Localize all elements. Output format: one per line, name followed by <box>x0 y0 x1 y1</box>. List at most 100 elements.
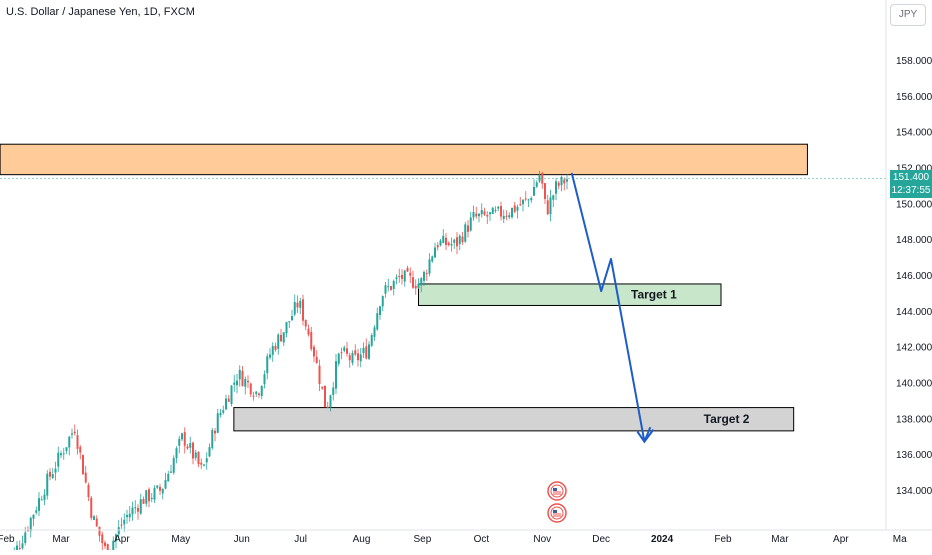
candle <box>536 180 538 188</box>
candle <box>442 229 444 243</box>
y-tick-label: 148.000 <box>896 235 932 246</box>
candle <box>445 233 447 250</box>
candle <box>126 510 128 524</box>
candle <box>173 455 175 474</box>
candle <box>401 269 403 284</box>
candle <box>250 383 252 397</box>
y-tick-label: 142.000 <box>896 343 932 354</box>
candle <box>396 274 398 284</box>
candle <box>374 325 376 341</box>
x-tick-label: Ma <box>893 534 907 545</box>
candle <box>77 429 79 454</box>
candle <box>170 465 172 473</box>
candle <box>431 255 433 262</box>
candle <box>352 350 354 365</box>
candle <box>85 466 87 484</box>
candle <box>407 266 409 272</box>
x-tick-label: Dec <box>592 534 610 545</box>
us-flag-event-icon[interactable] <box>548 504 566 522</box>
candle <box>79 445 81 459</box>
candle <box>503 210 505 223</box>
chart-title: U.S. Dollar / Japanese Yen, 1D, FXCM <box>6 6 195 18</box>
candle <box>530 196 532 203</box>
candle <box>148 487 150 507</box>
candle <box>101 532 103 550</box>
candle <box>368 341 370 360</box>
candle <box>27 526 29 532</box>
candle <box>283 332 285 346</box>
candle <box>316 350 318 364</box>
candle <box>525 191 527 201</box>
target-zone-label: Target 1 <box>631 288 677 302</box>
candle <box>38 492 40 516</box>
candle <box>225 395 227 411</box>
candle <box>68 436 70 456</box>
y-tick-label: 144.000 <box>896 307 932 318</box>
candle <box>63 448 65 460</box>
projection-arrow[interactable] <box>572 173 651 442</box>
resistance-zone[interactable] <box>0 144 807 174</box>
candle <box>269 348 271 359</box>
candle <box>178 436 180 454</box>
candle <box>107 543 109 550</box>
candle <box>464 222 466 243</box>
candle <box>382 295 384 311</box>
candle <box>495 206 497 213</box>
last-price-value: 151.400 <box>890 171 932 184</box>
x-tick-label: Nov <box>533 534 551 545</box>
candle <box>346 342 348 357</box>
candle <box>41 496 43 501</box>
bar-countdown: 12:37:55 <box>890 184 932 197</box>
candle <box>93 515 95 520</box>
candle <box>88 483 90 501</box>
candle <box>253 392 255 401</box>
candle <box>203 464 205 467</box>
candle <box>313 345 315 362</box>
events-layer[interactable] <box>548 482 566 522</box>
y-tick-label: 156.000 <box>896 92 932 103</box>
candle <box>547 195 549 215</box>
candle <box>448 241 450 246</box>
candle <box>192 442 194 465</box>
candle <box>434 243 436 258</box>
candle <box>415 279 417 294</box>
candle <box>506 210 508 220</box>
candle <box>286 322 288 337</box>
candle <box>387 279 389 292</box>
candle <box>261 385 263 399</box>
candle <box>563 177 565 190</box>
x-tick-label: Mar <box>771 534 789 545</box>
candle <box>187 444 189 450</box>
candle <box>291 310 293 321</box>
candle <box>357 349 359 367</box>
candle <box>308 324 310 336</box>
candle <box>266 353 268 379</box>
candle <box>467 220 469 237</box>
x-tick-label: Oct <box>474 534 490 545</box>
candle <box>484 208 486 216</box>
candle <box>57 447 59 472</box>
candle <box>104 540 106 549</box>
candle <box>473 205 475 220</box>
candle <box>82 454 84 474</box>
candle <box>184 427 186 453</box>
candle <box>55 462 57 481</box>
candle <box>211 428 213 450</box>
candle <box>319 360 321 391</box>
target-zone-label: Target 2 <box>704 412 750 426</box>
price-axis[interactable]: 134.000136.000138.000140.000142.000144.0… <box>886 0 932 530</box>
candle <box>96 515 98 527</box>
candle <box>390 286 392 291</box>
candle <box>275 343 277 352</box>
candle <box>165 473 167 490</box>
currency-selector[interactable]: JPY <box>890 4 926 26</box>
candle <box>338 353 340 367</box>
us-flag-event-icon[interactable] <box>548 482 566 500</box>
candle <box>255 391 257 397</box>
candle <box>385 282 387 298</box>
y-tick-label: 138.000 <box>896 414 932 425</box>
projection-layer <box>572 173 654 442</box>
